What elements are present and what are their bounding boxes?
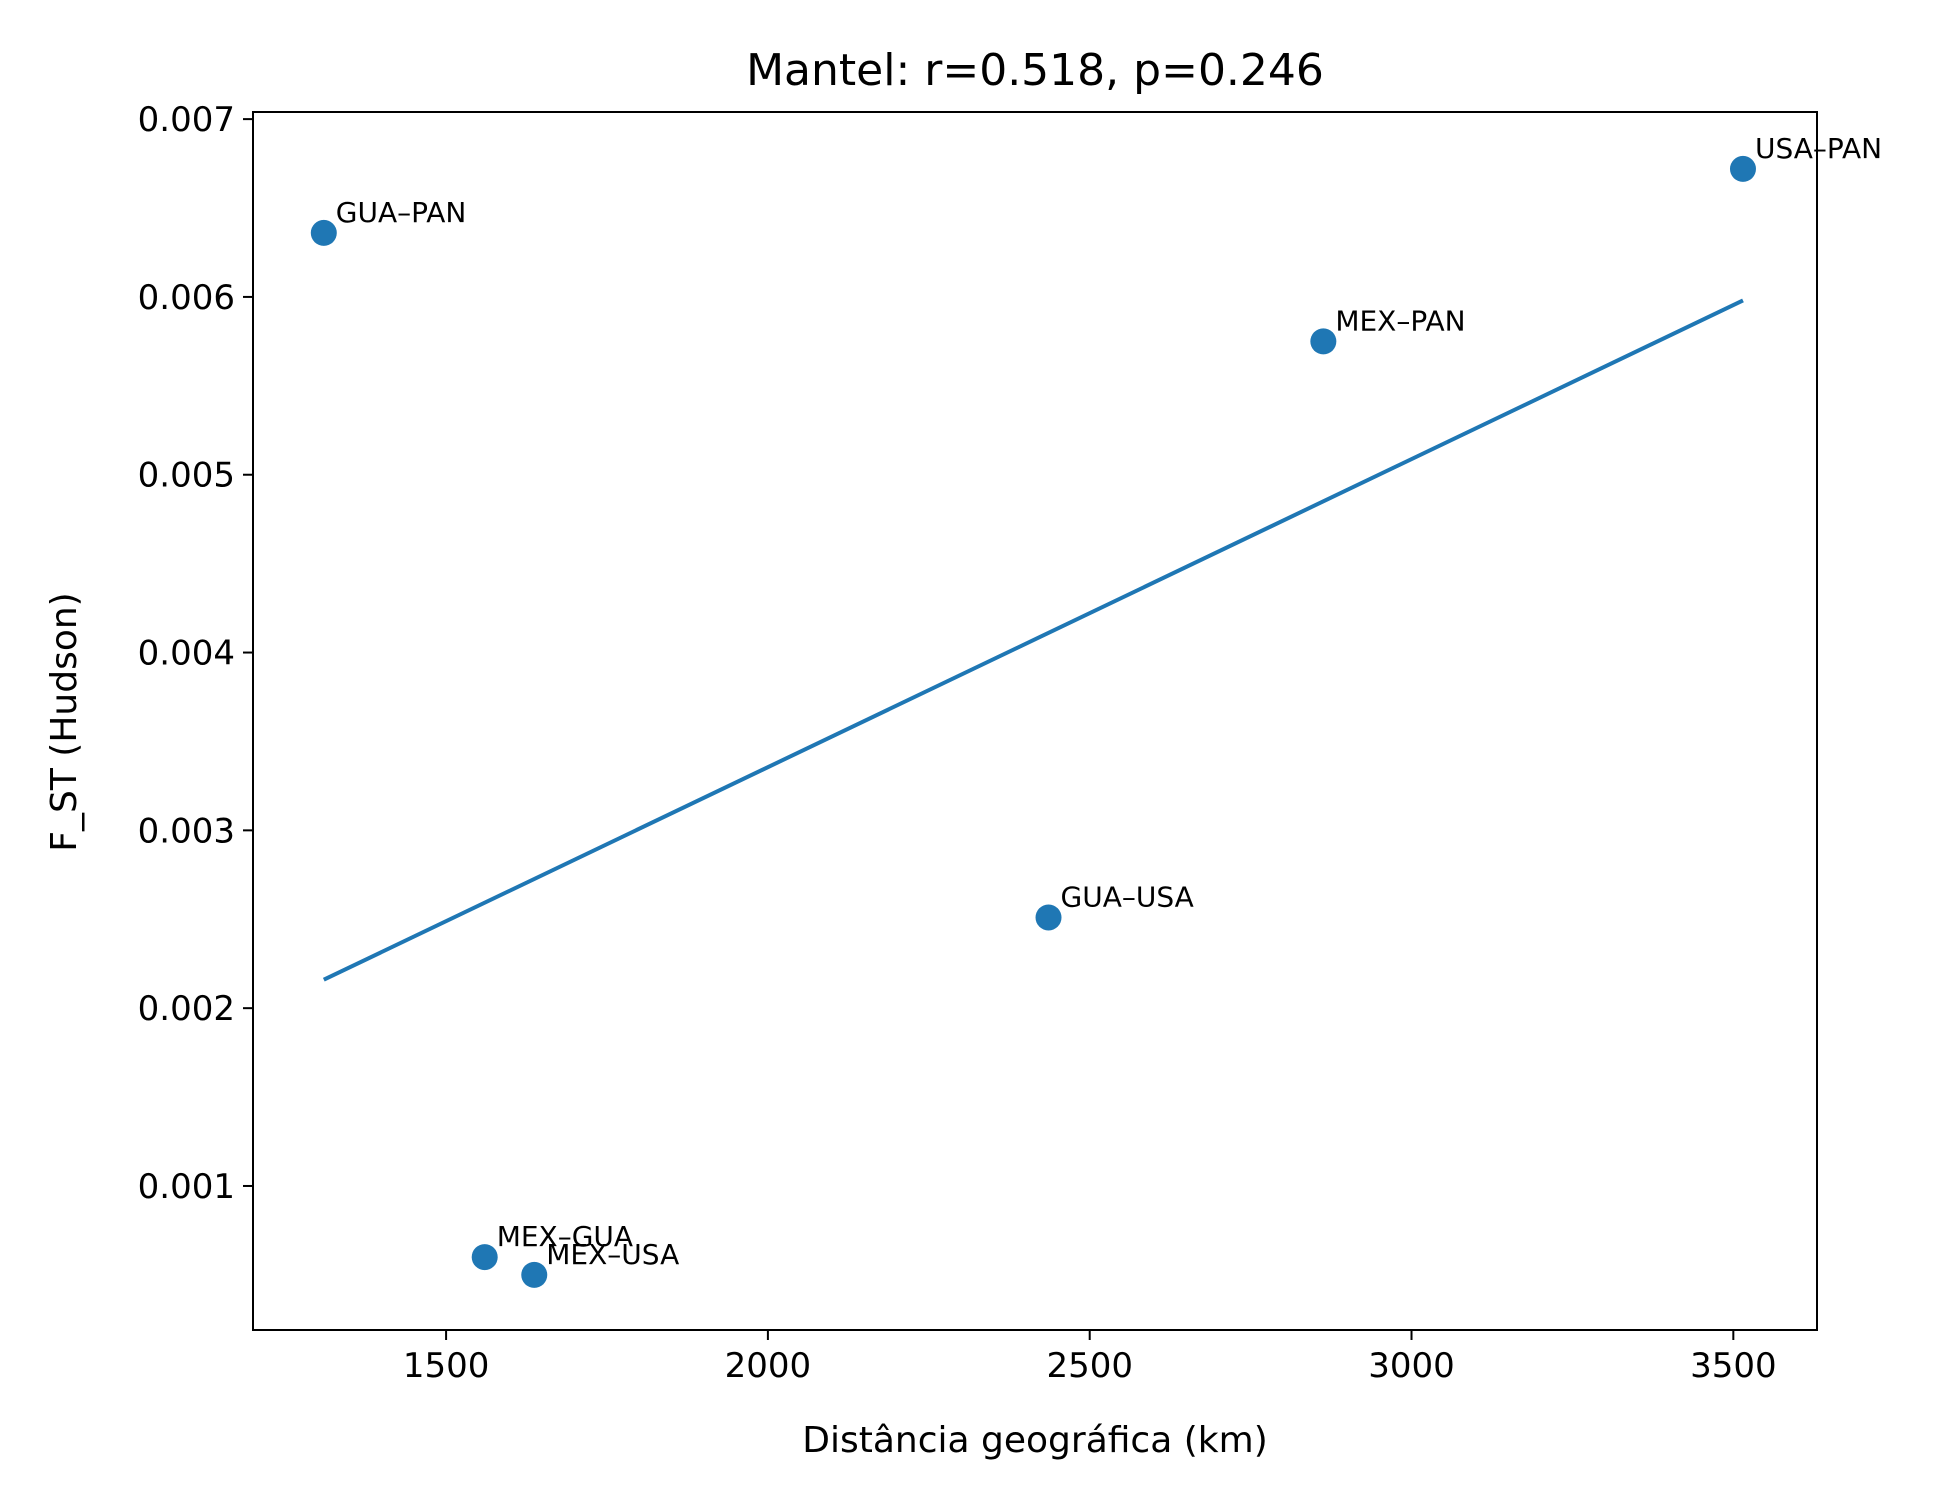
y-tick-label: 0.001 xyxy=(138,1167,235,1207)
x-tick-label: 3000 xyxy=(1368,1346,1455,1386)
y-tick-label: 0.006 xyxy=(138,278,235,318)
point-label: GUA–USA xyxy=(1061,880,1194,913)
point-label: USA–PAN xyxy=(1755,132,1882,165)
point-label: MEX–USA xyxy=(546,1238,679,1271)
x-tick-label: 2500 xyxy=(1046,1346,1133,1386)
data-point xyxy=(1729,155,1756,182)
y-tick-label: 0.003 xyxy=(138,811,235,851)
data-point xyxy=(310,219,337,246)
point-label: MEX–PAN xyxy=(1335,304,1465,337)
x-axis-label: Distância geográfica (km) xyxy=(802,1420,1268,1461)
y-axis: 0.001 0.002 0.003 0.004 0.005 0.006 0.007 xyxy=(138,100,253,1207)
x-tick-label: 2000 xyxy=(725,1346,812,1386)
data-point xyxy=(471,1244,498,1271)
y-tick-label: 0.002 xyxy=(138,989,235,1029)
x-tick-label: 3500 xyxy=(1690,1346,1777,1386)
data-point xyxy=(1035,904,1062,931)
chart-title: Mantel: r=0.518, p=0.246 xyxy=(746,45,1324,96)
regression-line xyxy=(322,298,1744,982)
point-label: GUA–PAN xyxy=(336,196,467,229)
data-point xyxy=(1310,328,1337,355)
data-point xyxy=(521,1261,548,1288)
plot-frame xyxy=(252,111,1818,1331)
y-axis-label: F_ST (Hudson) xyxy=(44,592,85,851)
y-tick-label: 0.007 xyxy=(138,100,235,140)
y-tick-label: 0.005 xyxy=(138,456,235,496)
point-label: MEX–GUA xyxy=(497,1220,633,1253)
plot-area xyxy=(252,111,1818,1331)
x-axis: 1500 2000 2500 3000 3500 xyxy=(403,1330,1777,1386)
x-tick-label: 1500 xyxy=(403,1346,490,1386)
y-tick-label: 0.004 xyxy=(138,634,235,674)
